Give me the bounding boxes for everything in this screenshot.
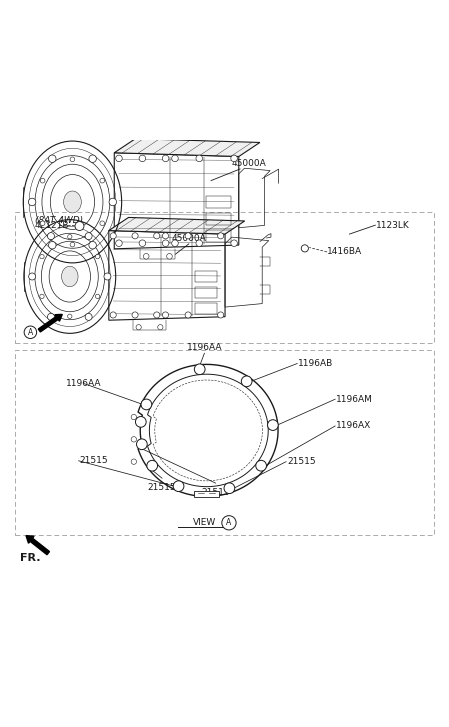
Circle shape [224, 483, 235, 494]
Circle shape [68, 235, 72, 239]
Circle shape [116, 155, 122, 161]
Circle shape [185, 312, 191, 318]
Text: (8AT 4WD): (8AT 4WD) [35, 216, 83, 225]
Circle shape [29, 273, 35, 280]
Circle shape [173, 481, 184, 491]
Circle shape [96, 294, 100, 299]
Circle shape [85, 313, 92, 321]
Circle shape [218, 233, 224, 239]
Circle shape [231, 155, 238, 161]
Circle shape [163, 312, 168, 318]
Polygon shape [114, 139, 260, 156]
Text: 1196AA: 1196AA [187, 343, 222, 353]
Circle shape [222, 515, 236, 530]
Circle shape [141, 399, 152, 410]
Text: 1196AX: 1196AX [336, 422, 371, 430]
Circle shape [68, 314, 72, 318]
Circle shape [172, 240, 178, 246]
Text: 45000A: 45000A [232, 159, 266, 168]
Circle shape [301, 245, 308, 252]
Text: 21515: 21515 [148, 483, 176, 491]
Circle shape [28, 198, 36, 206]
Circle shape [196, 155, 202, 161]
Circle shape [70, 242, 75, 247]
Circle shape [154, 233, 160, 239]
Circle shape [143, 254, 149, 259]
Circle shape [196, 240, 202, 246]
Circle shape [256, 460, 266, 471]
Circle shape [163, 155, 169, 161]
Circle shape [241, 376, 252, 387]
Text: FR.: FR. [20, 553, 40, 563]
Circle shape [163, 240, 169, 246]
Text: A: A [28, 328, 33, 337]
Circle shape [185, 233, 191, 239]
Circle shape [154, 312, 160, 318]
Circle shape [96, 254, 100, 259]
Text: 1196AA: 1196AA [66, 379, 101, 388]
Circle shape [136, 417, 146, 427]
Circle shape [131, 459, 136, 465]
Circle shape [136, 324, 141, 330]
Circle shape [48, 313, 54, 321]
Circle shape [167, 254, 172, 259]
Circle shape [85, 233, 92, 240]
Text: A: A [226, 518, 232, 527]
Circle shape [132, 233, 138, 239]
Circle shape [104, 273, 111, 280]
Circle shape [40, 178, 45, 183]
Circle shape [131, 437, 136, 442]
Circle shape [48, 233, 54, 240]
Circle shape [110, 233, 116, 239]
Circle shape [172, 155, 178, 161]
Circle shape [136, 439, 147, 449]
Circle shape [131, 414, 136, 419]
Text: VIEW: VIEW [193, 518, 216, 527]
Polygon shape [109, 217, 245, 234]
FancyBboxPatch shape [194, 491, 219, 497]
Circle shape [75, 222, 84, 230]
Circle shape [268, 419, 278, 430]
Text: 1196AM: 1196AM [336, 395, 373, 403]
Circle shape [48, 155, 56, 162]
Text: 1416BA: 1416BA [327, 247, 362, 257]
Circle shape [40, 254, 44, 259]
FancyArrow shape [26, 536, 49, 555]
Circle shape [40, 294, 44, 299]
Text: 21515: 21515 [79, 457, 108, 465]
Text: 42121B: 42121B [35, 221, 69, 230]
Circle shape [89, 241, 97, 249]
Circle shape [194, 364, 205, 374]
Circle shape [100, 178, 105, 183]
Circle shape [132, 312, 138, 318]
Circle shape [40, 221, 45, 225]
Circle shape [89, 155, 97, 162]
Circle shape [48, 241, 56, 249]
Circle shape [139, 155, 145, 161]
Circle shape [100, 221, 105, 225]
Circle shape [231, 240, 238, 246]
Circle shape [163, 233, 168, 239]
Circle shape [218, 312, 224, 318]
Circle shape [139, 240, 145, 246]
Circle shape [110, 312, 116, 318]
Text: 1123LK: 1123LK [376, 221, 410, 230]
Ellipse shape [64, 191, 81, 213]
Circle shape [147, 460, 158, 471]
Ellipse shape [62, 266, 78, 286]
Circle shape [24, 326, 37, 339]
Circle shape [116, 240, 122, 246]
Circle shape [70, 157, 75, 161]
Text: 21515: 21515 [287, 457, 316, 466]
Circle shape [109, 198, 117, 206]
FancyArrow shape [38, 314, 62, 332]
Circle shape [158, 324, 163, 330]
Text: 45000A: 45000A [172, 234, 206, 243]
Text: 1196AB: 1196AB [298, 359, 333, 368]
Text: 21515: 21515 [201, 488, 230, 497]
